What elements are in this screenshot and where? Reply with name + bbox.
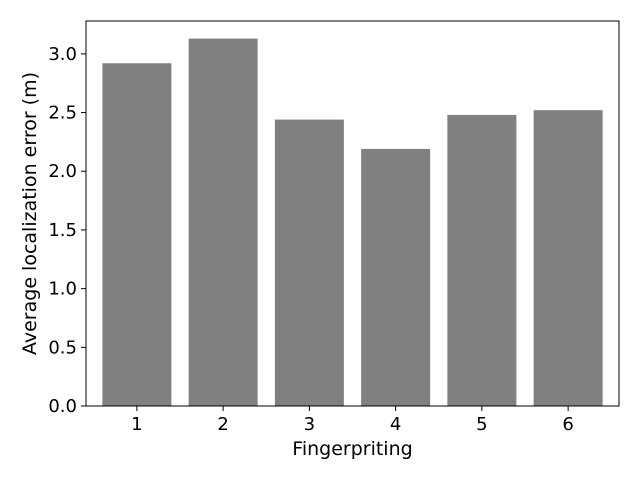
- y-tick-label-2.5: 2.5: [48, 103, 77, 124]
- x-tick-label-2: 2: [217, 414, 228, 435]
- plot-area-frame: [85, 20, 620, 407]
- x-axis-ticks: 1 2 3 4 5 6: [131, 406, 574, 435]
- bar-6: [533, 110, 603, 407]
- x-tick-label-5: 5: [476, 414, 487, 435]
- bar-5: [447, 114, 517, 406]
- y-axis-label: Average localization error (m): [19, 72, 41, 355]
- bar-4: [361, 148, 431, 406]
- x-tick-label-6: 6: [562, 414, 573, 435]
- y-tick-label-1.0: 1.0: [48, 279, 77, 300]
- x-tick-label-4: 4: [390, 414, 401, 435]
- x-axis-label: Fingerpriting: [292, 438, 412, 460]
- bar-3: [274, 119, 344, 406]
- y-axis-ticks: 0.0 0.5 1.0 1.5 2.0 2.5 3.0: [48, 44, 86, 417]
- bar-2: [188, 38, 258, 406]
- y-tick-label-0.5: 0.5: [48, 337, 77, 358]
- y-tick-label-3.0: 3.0: [48, 44, 77, 65]
- x-tick-label-3: 3: [304, 414, 315, 435]
- bar-1: [102, 63, 172, 406]
- y-tick-label-2.0: 2.0: [48, 161, 77, 182]
- y-tick-label-0.0: 0.0: [48, 396, 77, 417]
- bars-group: [102, 38, 603, 407]
- y-tick-label-1.5: 1.5: [48, 220, 77, 241]
- x-tick-label-1: 1: [131, 414, 142, 435]
